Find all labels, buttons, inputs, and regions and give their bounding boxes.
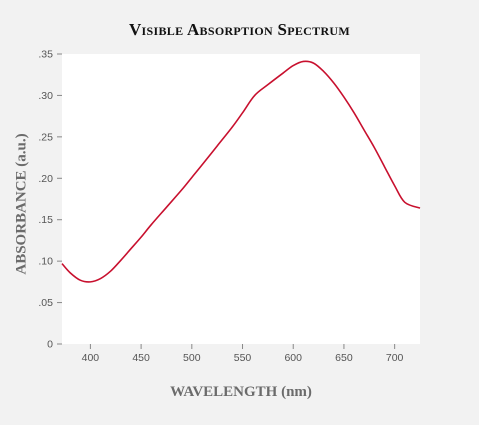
x-axis-label: WAVELENGTH (nm) [170,384,312,400]
data-point [394,185,395,186]
y-tick-label: .20 [38,173,53,185]
data-point [404,202,405,203]
x-tick-label: 700 [386,352,404,364]
data-point [282,72,283,73]
data-point [384,166,385,167]
data-point [333,82,334,83]
x-tick-label: 600 [284,352,302,364]
x-tick-label: 650 [335,352,353,364]
data-point [90,281,91,282]
data-point [191,177,192,178]
y-tick-label: .35 [38,49,53,61]
y-tick-label: .05 [38,297,53,309]
data-point [120,260,121,261]
x-tick-label: 400 [82,352,100,364]
data-point [141,237,142,238]
y-tick-label: 0 [47,339,53,351]
x-tick-label: 450 [132,352,150,364]
data-point [313,63,314,64]
y-axis-label: ABSORBANCE (a.u.) [13,133,30,275]
data-point [201,164,202,165]
data-point [100,278,101,279]
y-tick-label: .10 [38,256,53,268]
y-axis-ticks: 0 .05 .10 .15 .20 .25 .30 .35 [38,49,62,351]
data-point [110,270,111,271]
x-tick-label: 550 [234,352,252,364]
data-point [130,248,131,249]
data-point [353,112,354,113]
x-tick-label: 500 [183,352,201,364]
data-point [323,71,324,72]
data-point [61,263,62,264]
y-tick-label: .30 [38,90,53,102]
chart-title: Visible Absorption Spectrum [128,20,351,39]
data-point [267,84,268,85]
data-point [343,96,344,97]
absorbance-line [61,60,421,283]
series-group [61,60,421,283]
data-point [166,207,167,208]
data-point [242,112,243,113]
data-point [80,280,81,281]
data-point [151,224,152,225]
data-point [419,208,420,209]
y-tick-label: .25 [38,131,53,143]
data-point [232,126,233,127]
y-tick-label: .15 [38,214,53,226]
data-point [254,95,255,96]
data-point [293,65,294,66]
data-point [374,147,375,148]
data-point [70,272,71,273]
plot-area [62,54,420,344]
data-point [181,189,182,190]
x-axis-ticks: 400 450 500 550 600 650 700 [82,344,404,364]
data-point [217,145,218,146]
data-point [364,130,365,131]
data-point [303,61,304,62]
